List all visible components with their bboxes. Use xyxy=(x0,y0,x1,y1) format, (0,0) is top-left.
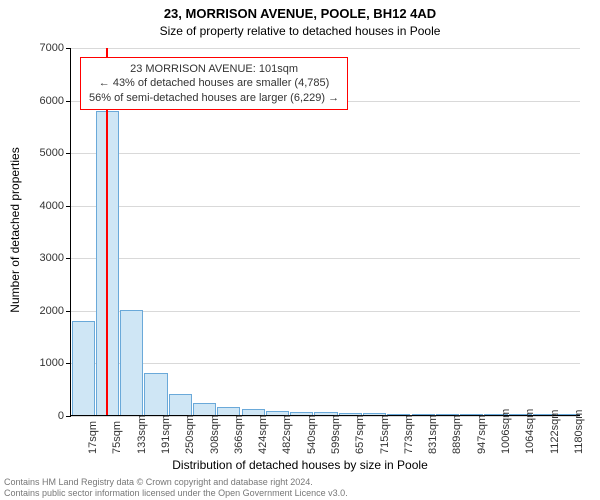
histogram-bar xyxy=(72,321,95,415)
histogram-bar xyxy=(169,394,192,415)
annotation-line1: 23 MORRISON AVENUE: 101sqm xyxy=(89,62,339,76)
x-tick-label: 1006sqm xyxy=(499,409,513,454)
x-tick-label: 599sqm xyxy=(329,415,343,454)
histogram-bar xyxy=(217,407,240,415)
x-tick-label: 482sqm xyxy=(280,415,294,454)
x-tick-label: 366sqm xyxy=(232,415,246,454)
x-tick-label: 133sqm xyxy=(135,415,149,454)
annotation-line2: ← 43% of detached houses are smaller (4,… xyxy=(89,76,339,90)
y-tick-label: 1000 xyxy=(40,357,64,369)
y-tick xyxy=(66,363,71,364)
x-tick-label: 947sqm xyxy=(475,415,489,454)
chart-subtitle: Size of property relative to detached ho… xyxy=(0,24,600,38)
chart-title-address: 23, MORRISON AVENUE, POOLE, BH12 4AD xyxy=(0,6,600,21)
x-tick-label: 657sqm xyxy=(353,415,367,454)
x-tick-label: 1122sqm xyxy=(548,410,562,454)
footer-line1: Contains HM Land Registry data © Crown c… xyxy=(4,477,348,487)
x-tick-label: 191sqm xyxy=(159,415,173,454)
y-tick-label: 2000 xyxy=(40,305,64,317)
x-tick-label: 715sqm xyxy=(378,415,392,454)
y-tick-label: 7000 xyxy=(40,42,64,54)
x-tick-label: 1180sqm xyxy=(572,410,586,454)
y-tick-label: 3000 xyxy=(40,252,64,264)
y-tick-label: 6000 xyxy=(40,95,64,107)
histogram-bar xyxy=(193,403,216,415)
y-axis-label: Number of detached properties xyxy=(8,50,22,410)
x-tick-label: 424sqm xyxy=(256,415,270,454)
y-tick-label: 0 xyxy=(58,410,64,422)
y-tick-label: 4000 xyxy=(40,200,64,212)
chart-container: 23, MORRISON AVENUE, POOLE, BH12 4AD Siz… xyxy=(0,0,600,500)
x-tick-label: 889sqm xyxy=(450,415,464,454)
y-tick xyxy=(66,258,71,259)
annotation-box: 23 MORRISON AVENUE: 101sqm ← 43% of deta… xyxy=(80,57,348,110)
gridline xyxy=(71,48,580,49)
y-tick xyxy=(66,48,71,49)
footer-line2: Contains public sector information licen… xyxy=(4,488,348,498)
x-tick-label: 17sqm xyxy=(86,421,100,454)
x-tick-label: 308sqm xyxy=(208,415,222,454)
gridline xyxy=(71,153,580,154)
annotation-line3: 56% of semi-detached houses are larger (… xyxy=(89,91,339,105)
footer-attribution: Contains HM Land Registry data © Crown c… xyxy=(4,477,348,498)
y-tick xyxy=(66,416,71,417)
gridline xyxy=(71,363,580,364)
histogram-bar xyxy=(120,310,143,415)
x-tick-label: 773sqm xyxy=(402,415,416,454)
y-tick-label: 5000 xyxy=(40,147,64,159)
gridline xyxy=(71,258,580,259)
x-tick-label: 831sqm xyxy=(426,415,440,454)
gridline xyxy=(71,206,580,207)
x-tick-label: 540sqm xyxy=(305,415,319,454)
x-tick-label: 1064sqm xyxy=(523,409,537,454)
x-tick-label: 75sqm xyxy=(110,421,124,454)
x-axis-label: Distribution of detached houses by size … xyxy=(0,458,600,472)
x-tick-label: 250sqm xyxy=(183,415,197,454)
y-tick xyxy=(66,153,71,154)
histogram-bar xyxy=(144,373,167,415)
y-tick xyxy=(66,206,71,207)
gridline xyxy=(71,311,580,312)
y-tick xyxy=(66,101,71,102)
y-tick xyxy=(66,311,71,312)
